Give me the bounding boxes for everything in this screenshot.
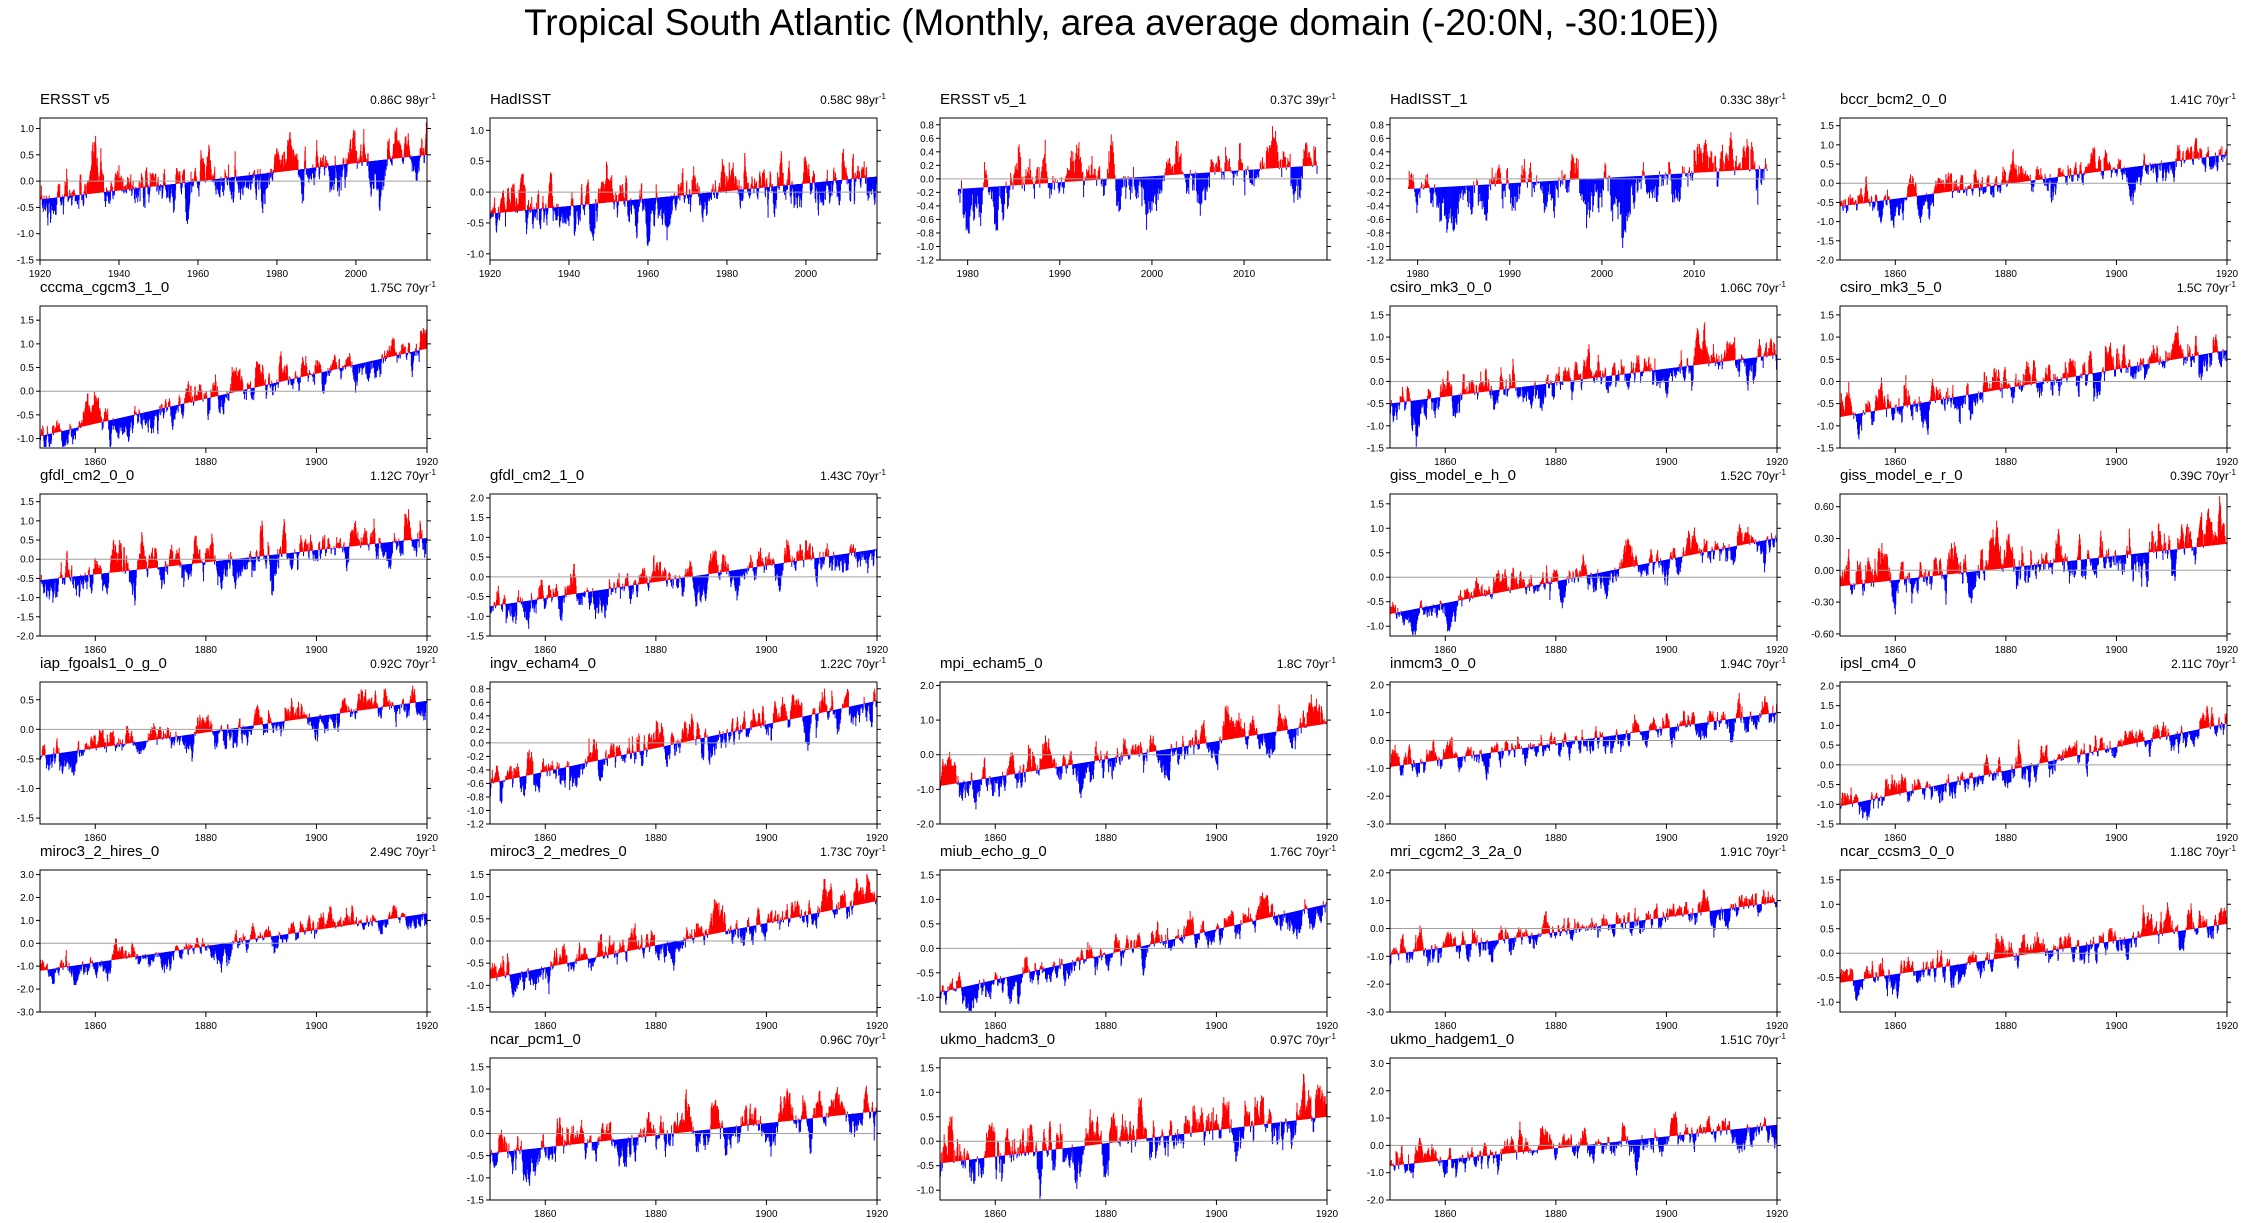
- y-tick-label: 0.8: [1370, 120, 1384, 131]
- y-tick-label: -1.0: [467, 249, 485, 260]
- bar-series: [40, 122, 427, 225]
- y-tick-label: 0.0: [470, 188, 484, 199]
- y-tick-label: 0.6: [1370, 134, 1384, 145]
- y-tick-label: 0.8: [920, 120, 934, 131]
- y-tick-label: 0.6: [920, 134, 934, 145]
- y-tick-label: -1.2: [917, 256, 935, 267]
- y-tick-label: -1.5: [17, 256, 35, 267]
- x-tick-label: 1940: [558, 269, 581, 280]
- y-tick-label: -1.2: [1367, 256, 1385, 267]
- y-tick-label: -0.5: [17, 203, 35, 214]
- y-tick-label: 0.0: [20, 177, 34, 188]
- y-tick-label: 0.2: [920, 161, 934, 172]
- y-tick-label: -1.0: [1367, 242, 1385, 253]
- bar-series: [958, 126, 1317, 234]
- y-tick-label: 1.0: [1820, 140, 1834, 151]
- y-tick-label: -0.8: [1367, 228, 1385, 239]
- y-tick-label: 0.5: [470, 157, 484, 168]
- y-tick-label: 0.0: [920, 174, 934, 185]
- y-tick-label: -1.0: [917, 242, 935, 253]
- bar-series: [40, 328, 427, 447]
- chart-svg: 0.80.60.40.20.0-0.2-0.4-0.6-0.8-1.0-1.21…: [1350, 88, 1800, 283]
- y-tick-label: 0.2: [1370, 161, 1384, 172]
- y-tick-label: 1.0: [20, 124, 34, 135]
- bar-series: [1408, 132, 1767, 248]
- y-tick-label: -0.5: [467, 218, 485, 229]
- x-tick-label: 1960: [637, 269, 660, 280]
- x-tick-label: 1990: [1049, 269, 1072, 280]
- y-tick-label: -0.8: [917, 228, 935, 239]
- y-tick-label: 0.5: [1820, 160, 1834, 171]
- chart-svg: 1.0 0.5 0.0 -0.5 -1.0 1920 1940 1960 1980 2000: [450, 88, 900, 283]
- y-tick-label: 1.0: [470, 126, 484, 137]
- x-tick-label: 2000: [795, 269, 818, 280]
- y-tick-label: -1.0: [1817, 217, 1835, 228]
- y-tick-label: -0.6: [1367, 215, 1385, 226]
- page-title: Tropical South Atlantic (Monthly, area a…: [0, 2, 2243, 44]
- x-tick-label: 1980: [716, 269, 739, 280]
- y-tick-label: 0.4: [1370, 147, 1384, 158]
- x-tick-label: 2000: [1141, 269, 1164, 280]
- y-tick-label: 0.5: [20, 150, 34, 161]
- y-tick-label: 0.0: [1370, 174, 1384, 185]
- x-tick-label: 1980: [957, 269, 980, 280]
- y-tick-label: -0.4: [1367, 201, 1385, 212]
- y-tick-label: -1.5: [1817, 236, 1835, 247]
- y-tick-label: -0.2: [917, 188, 935, 199]
- chart-svg: 0.8 0.6 0.4 0.2 0.0 -0.2 -0.4 -0.6 -0.8 -1.0 -1.2 1…: [900, 88, 1350, 283]
- y-tick-label: -0.5: [1817, 198, 1835, 209]
- y-tick-label: -0.6: [917, 215, 935, 226]
- y-tick-label: -2.0: [1817, 256, 1835, 267]
- y-tick-label: 0.4: [920, 147, 934, 158]
- x-tick-label: 1920: [479, 269, 502, 280]
- y-tick-label: -1.0: [17, 229, 35, 240]
- y-tick-label: 0.0: [1820, 179, 1834, 190]
- y-tick-label: -0.4: [917, 201, 935, 212]
- bar-series: [490, 149, 877, 246]
- y-tick-label: 1.5: [1820, 121, 1834, 132]
- x-tick-label: 2010: [1233, 269, 1256, 280]
- y-tick-label: -0.2: [1367, 188, 1385, 199]
